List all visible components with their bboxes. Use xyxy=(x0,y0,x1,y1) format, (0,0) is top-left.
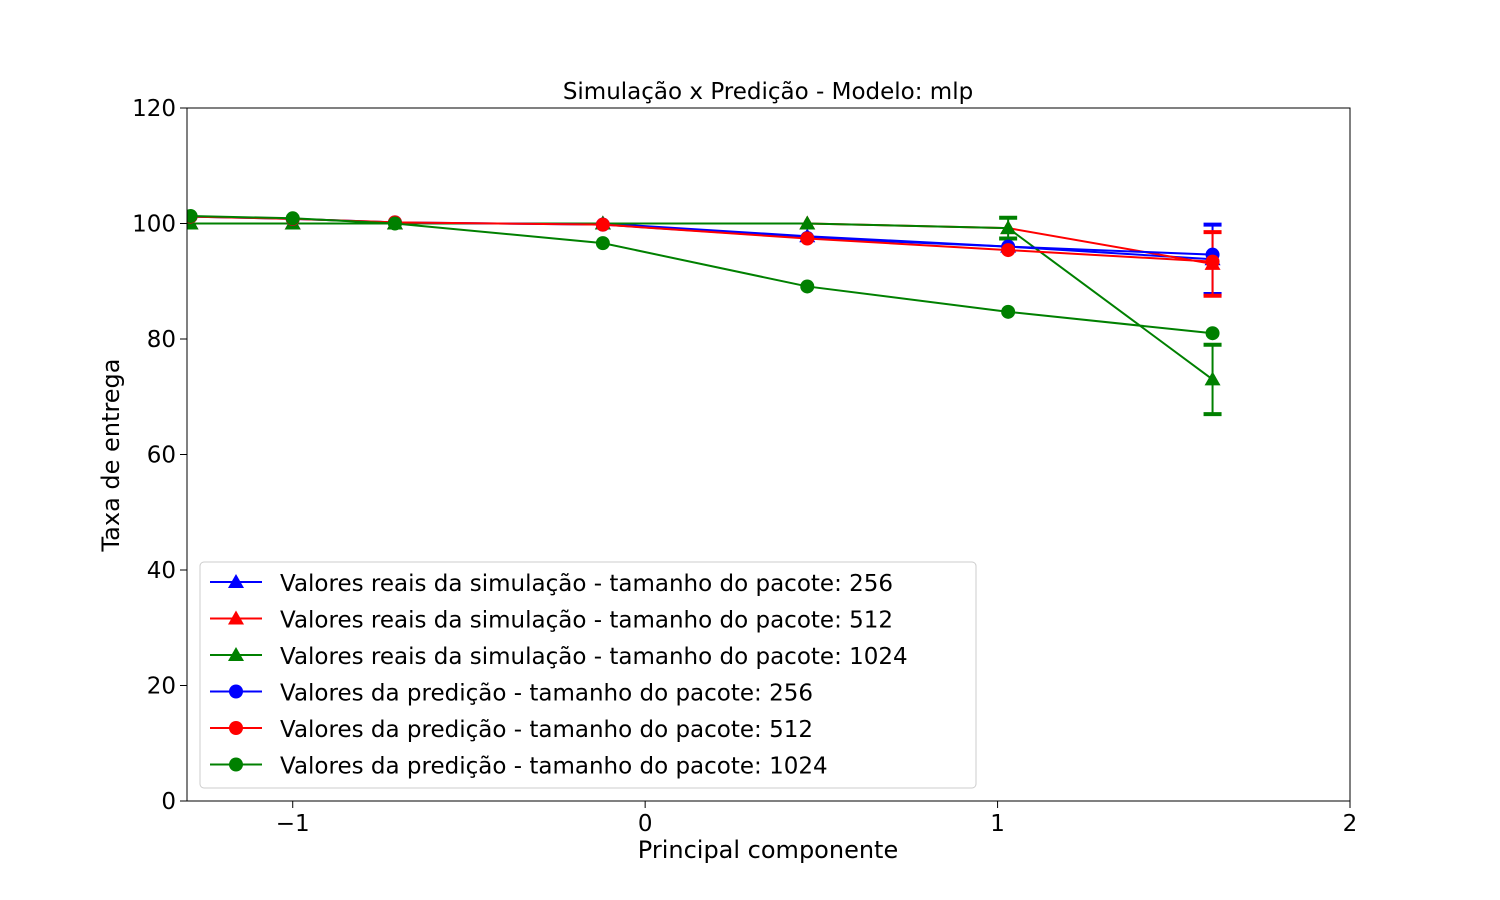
legend-marker xyxy=(229,684,243,699)
legend-item: Valores da predição - tamanho do pacote:… xyxy=(210,681,813,707)
series-0 xyxy=(187,215,1222,296)
legend-label: Valores reais da simulação - tamanho do … xyxy=(280,644,908,670)
series-line xyxy=(190,222,1214,381)
chart-title: Simulação x Predição - Modelo: mlp xyxy=(563,79,973,105)
legend-label: Valores reais da simulação - tamanho do … xyxy=(280,571,893,597)
x-tick-label: 0 xyxy=(638,811,653,837)
series-2 xyxy=(187,215,1222,417)
plot-area xyxy=(187,208,1222,417)
legend-label: Valores reais da simulação - tamanho do … xyxy=(280,608,893,634)
legend-item: Valores da predição - tamanho do pacote:… xyxy=(210,754,828,780)
legend-marker xyxy=(229,721,243,735)
data-point xyxy=(1205,326,1220,341)
legend-label: Valores da predição - tamanho do pacote:… xyxy=(280,754,828,780)
legend-item: Valores reais da simulação - tamanho do … xyxy=(210,571,893,597)
legend-marker xyxy=(229,757,243,772)
series-4 xyxy=(187,209,1220,269)
legend-marker xyxy=(228,610,244,625)
series-line xyxy=(190,214,1213,335)
y-tick-label: 100 xyxy=(132,212,176,238)
legend-marker xyxy=(228,574,244,588)
y-tick-label: 120 xyxy=(132,96,176,122)
legend-label: Valores da predição - tamanho do pacote:… xyxy=(280,681,813,707)
data-point xyxy=(799,215,816,230)
legend-box xyxy=(199,561,977,789)
x-tick-label: 2 xyxy=(1343,811,1358,837)
legend-marker xyxy=(228,647,244,661)
data-point xyxy=(187,208,198,223)
legend-item: Valores reais da simulação - tamanho do … xyxy=(210,644,908,670)
data-point xyxy=(387,216,402,231)
plot-frame xyxy=(186,107,1351,802)
data-point xyxy=(595,217,610,232)
data-point xyxy=(1001,243,1016,258)
legend: Valores reais da simulação - tamanho do … xyxy=(199,561,977,789)
x-tick-label: 1 xyxy=(990,811,1005,837)
data-point xyxy=(800,231,815,246)
series-line xyxy=(190,215,1213,256)
data-point xyxy=(1000,220,1017,235)
x-axis-label: Principal componente xyxy=(638,836,898,864)
x-tick-label: −1 xyxy=(276,811,310,837)
series-5 xyxy=(187,208,1220,341)
y-tick-label: 0 xyxy=(161,789,176,815)
legend-item: Valores da predição - tamanho do pacote:… xyxy=(210,717,813,743)
data-point xyxy=(1205,254,1220,269)
series-1 xyxy=(187,215,1222,298)
y-tick-label: 60 xyxy=(147,443,176,469)
data-point xyxy=(800,279,815,294)
y-axis-label: Taxa de entrega xyxy=(97,359,125,553)
data-point xyxy=(595,236,610,251)
legend-label: Valores da predição - tamanho do pacote:… xyxy=(280,717,813,743)
y-tick-label: 80 xyxy=(147,327,176,353)
data-point xyxy=(285,211,300,226)
y-tick-label: 40 xyxy=(147,558,176,584)
y-tick-label: 20 xyxy=(147,674,176,700)
data-point xyxy=(1204,371,1221,386)
data-point xyxy=(1001,304,1016,319)
legend-item: Valores reais da simulação - tamanho do … xyxy=(210,608,893,634)
